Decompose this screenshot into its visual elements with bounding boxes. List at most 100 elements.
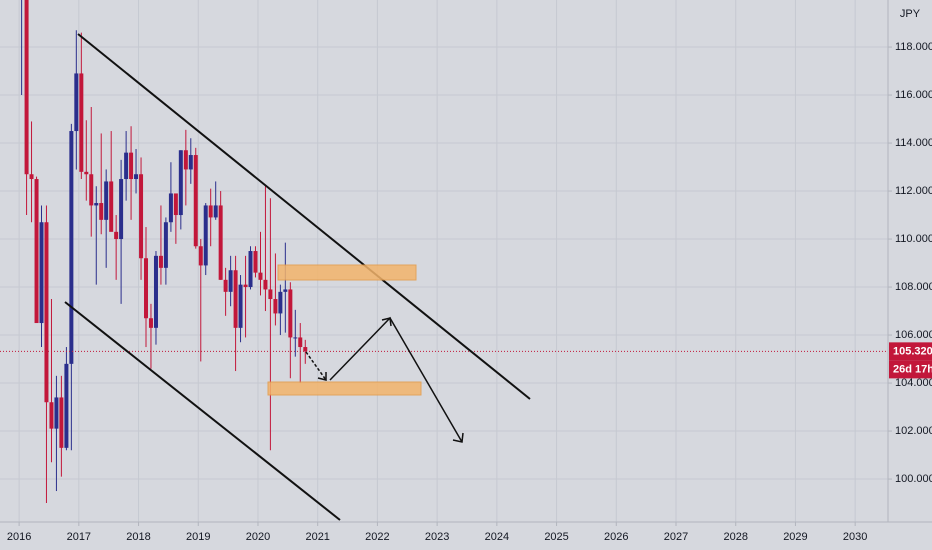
- x-tick-label: 2021: [305, 531, 329, 543]
- support-zone: [267, 381, 422, 396]
- arrow-head: [452, 432, 464, 443]
- candle-body: [109, 181, 114, 232]
- y-tick-label: 116.000: [895, 89, 932, 101]
- x-tick-label: 2026: [604, 531, 628, 543]
- candle-body: [44, 222, 49, 403]
- candle-body: [293, 337, 298, 339]
- x-tick-label: 2025: [544, 531, 568, 543]
- candle-body: [213, 205, 218, 218]
- y-tick-label: 100.000: [895, 473, 932, 485]
- x-tick-label: 2019: [186, 531, 210, 543]
- grid: [0, 0, 888, 522]
- channel-top: [77, 33, 531, 400]
- candle-body: [144, 258, 149, 319]
- candle-body: [39, 222, 44, 324]
- candle-body: [168, 193, 173, 223]
- candle-body: [59, 397, 64, 448]
- x-tick-label: 2017: [67, 531, 91, 543]
- candle-body: [198, 246, 203, 266]
- candle-body: [278, 291, 283, 314]
- candle-body: [253, 251, 258, 273]
- last-price-badge: [889, 342, 932, 361]
- candle-body: [114, 231, 119, 240]
- countdown-badge: [889, 360, 932, 379]
- y-tick-label: 106.000: [895, 329, 932, 341]
- x-tick-label: 2024: [485, 531, 509, 543]
- candle-body: [203, 205, 208, 266]
- candle-body: [183, 150, 188, 170]
- candle-body: [178, 150, 183, 216]
- candle-body: [94, 203, 99, 206]
- candle-body: [139, 174, 144, 259]
- candles: [0, 0, 888, 504]
- x-tick-label: 2029: [783, 531, 807, 543]
- y-tick-label: 102.000: [895, 425, 932, 437]
- candle-body: [124, 152, 129, 180]
- candle-body: [218, 205, 223, 280]
- candle-body: [74, 73, 79, 132]
- candle-body: [238, 284, 243, 328]
- candle-body: [24, 0, 29, 175]
- arrow-path: [305, 351, 327, 381]
- candle-body: [148, 318, 153, 328]
- candle-body: [119, 179, 124, 240]
- candle-body: [273, 299, 278, 314]
- y-tick-label: 112.000: [895, 185, 932, 197]
- candle-body: [303, 347, 308, 352]
- channel-bottom: [64, 301, 341, 521]
- x-tick-label: 2022: [365, 531, 389, 543]
- candle-body: [89, 174, 94, 206]
- arrow-head: [381, 317, 392, 327]
- x-tick-label: 2016: [7, 531, 31, 543]
- x-tick-label: 2027: [664, 531, 688, 543]
- candle-body: [69, 131, 74, 364]
- candle-body: [49, 402, 54, 429]
- candle-body: [134, 174, 139, 180]
- x-tick-label: 2018: [126, 531, 150, 543]
- candle-body: [54, 397, 59, 429]
- candle-body: [288, 289, 293, 338]
- x-tick-label: 2020: [246, 531, 270, 543]
- candle-body: [153, 255, 158, 328]
- candle-body: [64, 363, 69, 448]
- last-price-label: 105.320: [893, 345, 932, 357]
- candle-body: [228, 270, 233, 292]
- axes: 100.000 102.000 104.000 106.000 108.000 110.0…: [7, 41, 932, 543]
- candle-body: [173, 193, 178, 216]
- candle-body: [208, 205, 213, 218]
- candle-body: [84, 171, 89, 175]
- candle-body: [298, 337, 303, 348]
- x-tick-label: 2030: [843, 531, 867, 543]
- y-tick-label: 118.000: [895, 41, 932, 53]
- y-tick-label: 104.000: [895, 377, 932, 389]
- axis-unit: JPY: [900, 8, 921, 20]
- candle-body: [158, 255, 163, 268]
- candle-body: [129, 152, 134, 180]
- candle-body: [263, 279, 268, 290]
- y-tick-label: 108.000: [895, 281, 932, 293]
- candle-body: [104, 181, 109, 220]
- candle-body: [258, 272, 263, 280]
- countdown-label: 26d 17h: [893, 363, 932, 375]
- candle-body: [163, 222, 168, 268]
- candle-body: [268, 289, 273, 300]
- x-tick-label: 2023: [425, 531, 449, 543]
- candle-body: [243, 284, 248, 288]
- arrow-head: [317, 372, 327, 381]
- candle-body: [248, 251, 253, 288]
- candle-body: [233, 270, 238, 328]
- drawings: [64, 33, 531, 521]
- candle-body: [223, 279, 228, 292]
- candle-body: [99, 203, 104, 220]
- candle-body: [29, 174, 34, 180]
- candle-body: [283, 289, 288, 292]
- resistance-zone: [277, 264, 417, 281]
- candle-body: [34, 179, 39, 324]
- candle-body: [193, 155, 198, 247]
- candle-body: [79, 73, 84, 172]
- y-tick-label: 114.000: [895, 137, 932, 149]
- candle-body: [188, 155, 193, 170]
- y-tick-label: 110.000: [895, 233, 932, 245]
